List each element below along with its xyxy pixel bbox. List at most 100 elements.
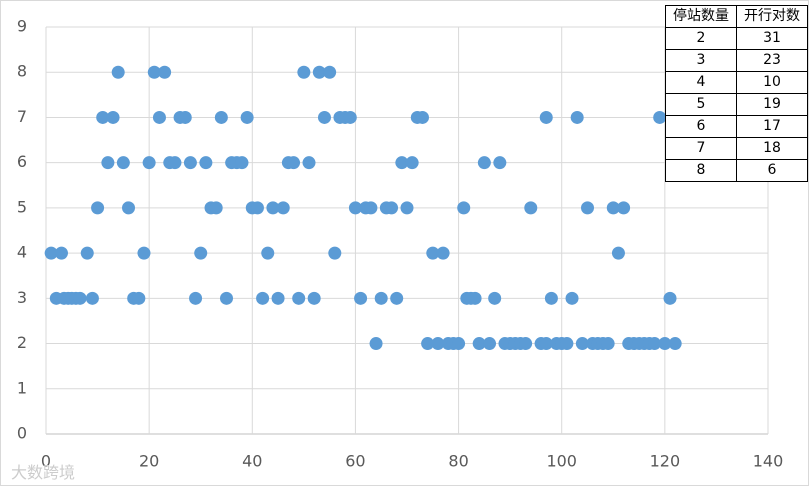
- point: [328, 246, 342, 260]
- x-tick-label: 80: [448, 452, 468, 471]
- point: [436, 246, 450, 260]
- point: [390, 291, 404, 305]
- table-cell: 4: [665, 71, 737, 94]
- point: [292, 291, 306, 305]
- point: [189, 291, 203, 305]
- point: [575, 337, 589, 351]
- table-cell: 6: [665, 115, 737, 138]
- point: [488, 291, 502, 305]
- x-tick-label: 40: [242, 452, 262, 471]
- point: [457, 201, 471, 215]
- point: [256, 291, 270, 305]
- point: [178, 110, 192, 124]
- point: [323, 65, 337, 79]
- point: [106, 110, 120, 124]
- point: [209, 201, 223, 215]
- point: [214, 110, 228, 124]
- point: [364, 201, 378, 215]
- point: [343, 110, 357, 124]
- point: [385, 201, 399, 215]
- point: [302, 156, 316, 170]
- point: [493, 156, 507, 170]
- point: [539, 337, 553, 351]
- point: [54, 246, 68, 260]
- point: [111, 65, 125, 79]
- x-tick-label: 100: [546, 452, 577, 471]
- table-cell: 2: [665, 27, 737, 50]
- y-tick-label: 9: [17, 17, 27, 36]
- point: [415, 110, 429, 124]
- point: [276, 201, 290, 215]
- point: [312, 65, 326, 79]
- y-tick-label: 5: [17, 197, 27, 216]
- point: [307, 291, 321, 305]
- y-tick-label: 0: [17, 424, 27, 443]
- table-cell: 23: [736, 49, 808, 72]
- point: [132, 291, 146, 305]
- point: [317, 110, 331, 124]
- table-cell: 5: [665, 93, 737, 116]
- table-cell: 19: [736, 93, 808, 116]
- point: [122, 201, 136, 215]
- point: [483, 337, 497, 351]
- table-row: 6 17: [665, 115, 808, 138]
- data-table: 停站数量 开行对数 2 31 3 23 4 10 5 19 6 17 7 18 8 6: [665, 5, 808, 182]
- table-cell: 18: [736, 137, 808, 160]
- point: [581, 201, 594, 215]
- table-row: 2 31: [665, 27, 808, 50]
- point: [235, 156, 249, 170]
- point: [44, 246, 58, 260]
- table-cell: 8: [665, 159, 737, 182]
- point: [565, 291, 579, 305]
- point: [374, 291, 388, 305]
- x-tick-label: 0: [41, 452, 51, 471]
- point: [297, 65, 311, 79]
- point: [137, 246, 151, 260]
- point: [116, 156, 130, 170]
- point: [369, 337, 383, 351]
- x-tick-label: 20: [139, 452, 159, 471]
- y-tick-label: 2: [17, 333, 27, 352]
- table-cell: 17: [736, 115, 808, 138]
- point: [468, 291, 482, 305]
- point: [421, 337, 435, 351]
- point: [601, 337, 615, 351]
- point: [452, 337, 466, 351]
- y-tick-label: 1: [17, 378, 27, 397]
- table-cell: 6: [736, 159, 808, 182]
- point: [560, 337, 574, 351]
- point: [653, 110, 667, 124]
- point: [477, 156, 491, 170]
- point: [80, 246, 94, 260]
- header-cell: 开行对数: [736, 5, 808, 28]
- point: [431, 337, 445, 351]
- point: [354, 291, 368, 305]
- point: [472, 337, 486, 351]
- x-tick-label: 140: [753, 452, 784, 471]
- point: [142, 156, 156, 170]
- point: [152, 110, 166, 124]
- point: [519, 337, 533, 351]
- point: [648, 337, 662, 351]
- table-row: 5 19: [665, 93, 808, 116]
- point: [271, 291, 285, 305]
- table-row: 7 18: [665, 137, 808, 160]
- y-tick-label: 6: [17, 152, 27, 171]
- table-cell: 7: [665, 137, 737, 160]
- point: [73, 291, 87, 305]
- table-row: 4 10: [665, 71, 808, 94]
- point: [194, 246, 208, 260]
- point: [85, 291, 99, 305]
- point: [91, 201, 105, 215]
- point: [101, 156, 115, 170]
- point: [426, 246, 440, 260]
- point: [183, 156, 197, 170]
- point: [544, 291, 558, 305]
- point: [147, 65, 161, 79]
- y-tick-label: 7: [17, 107, 27, 126]
- point: [606, 201, 620, 215]
- table-cell: 10: [736, 71, 808, 94]
- y-tick-label: 4: [17, 243, 27, 262]
